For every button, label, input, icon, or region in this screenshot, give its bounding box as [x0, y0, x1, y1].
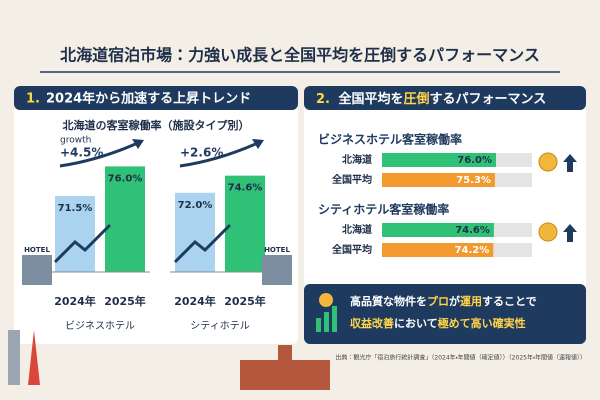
right-heading-part: 全国平均を [339, 91, 404, 107]
bar [382, 243, 494, 257]
category-label: 2024年 [174, 294, 216, 308]
bar [105, 166, 145, 272]
value-label: 71.5% [58, 203, 93, 214]
right-heading: 2. 全国平均を圧倒するパフォーマンス [316, 91, 546, 107]
section-title: ビジネスホテル客室稼働率 [318, 132, 462, 147]
page-title: 北海道宿泊市場：力強い成長と全国平均を圧倒するパフォーマンス [60, 46, 540, 65]
callout-text: が [449, 294, 460, 308]
value-label: 74.6% [228, 183, 263, 194]
callout-highlight: 極めて高い確実性 [438, 316, 526, 330]
callout-box [304, 284, 586, 344]
hotel-sign: HOTEL [24, 246, 50, 254]
up-arrow [563, 154, 577, 172]
value-label: 75.3% [456, 175, 491, 186]
callout-highlight: プロ [427, 294, 449, 308]
left-panel [14, 86, 298, 344]
group-name: シティホテル [190, 320, 249, 332]
bar [382, 153, 496, 167]
hotel-icon [262, 255, 292, 285]
row-label: 北海道 [342, 223, 373, 236]
value-label: 72.0% [178, 200, 213, 211]
trend-arrow [53, 223, 112, 264]
callout-text: することで [482, 295, 537, 308]
value-label: 76.0% [108, 173, 143, 184]
left-heading: 2024年から加速する上昇トレンド [46, 91, 251, 107]
tower-icon [8, 330, 40, 385]
callout-line: 高品質な物件をプロが運用することで [350, 294, 537, 308]
medal-icon [538, 222, 558, 242]
hotel-icon [22, 255, 52, 285]
row-label: 北海道 [342, 153, 373, 166]
right-header [304, 86, 586, 110]
source-note: 出典：観光庁「宿泊旅行統計調査」（2024年・年間値（確定値））（2025年・年… [335, 354, 586, 362]
arrow-head [132, 139, 144, 149]
right-heading-part: するパフォーマンス [430, 92, 547, 107]
bar [225, 175, 265, 272]
row-label: 全国平均 [332, 243, 372, 256]
row-label: 全国平均 [332, 173, 372, 186]
building-icon [240, 345, 330, 390]
growth-value: +2.6% [180, 146, 223, 160]
medal-icon [538, 152, 558, 172]
arrow-head [252, 139, 264, 149]
bar [55, 196, 95, 272]
chart-title: 北海道の客室稼働率（施設タイプ別） [63, 118, 250, 132]
bar [175, 192, 215, 272]
value-label: 74.6% [455, 225, 490, 236]
bar [382, 223, 494, 237]
category-label: 2025年 [104, 294, 146, 308]
growth-arrow [59, 140, 141, 168]
growth-arrow [179, 140, 261, 168]
category-label: 2024年 [54, 294, 96, 308]
bar [382, 173, 495, 187]
section-title: シティホテル客室稼働率 [318, 202, 449, 217]
category-label: 2025年 [224, 294, 266, 308]
callout-highlight: 収益改善 [350, 316, 394, 330]
up-arrow [563, 224, 577, 242]
left-number: 1. [26, 92, 40, 107]
value-label: 74.2% [455, 245, 490, 256]
trend-arrow [173, 223, 232, 264]
callout-highlight: 運用 [460, 294, 482, 308]
growth-caption: growth [60, 136, 91, 146]
right-panel [304, 86, 586, 344]
callout-line: 収益改善において極めて高い確実性 [350, 316, 526, 330]
callout-text: 高品質な物件を [350, 294, 427, 308]
right-number: 2. [316, 92, 330, 107]
growth-value: +4.5% [60, 146, 103, 160]
left-header [14, 86, 298, 110]
group-name: ビジネスホテル [65, 320, 135, 332]
coins-icon [316, 293, 337, 332]
callout-text: において [394, 317, 438, 330]
hotel-sign: HOTEL [264, 246, 290, 254]
right-heading-part: 圧倒 [404, 91, 430, 107]
value-label: 76.0% [457, 155, 492, 166]
